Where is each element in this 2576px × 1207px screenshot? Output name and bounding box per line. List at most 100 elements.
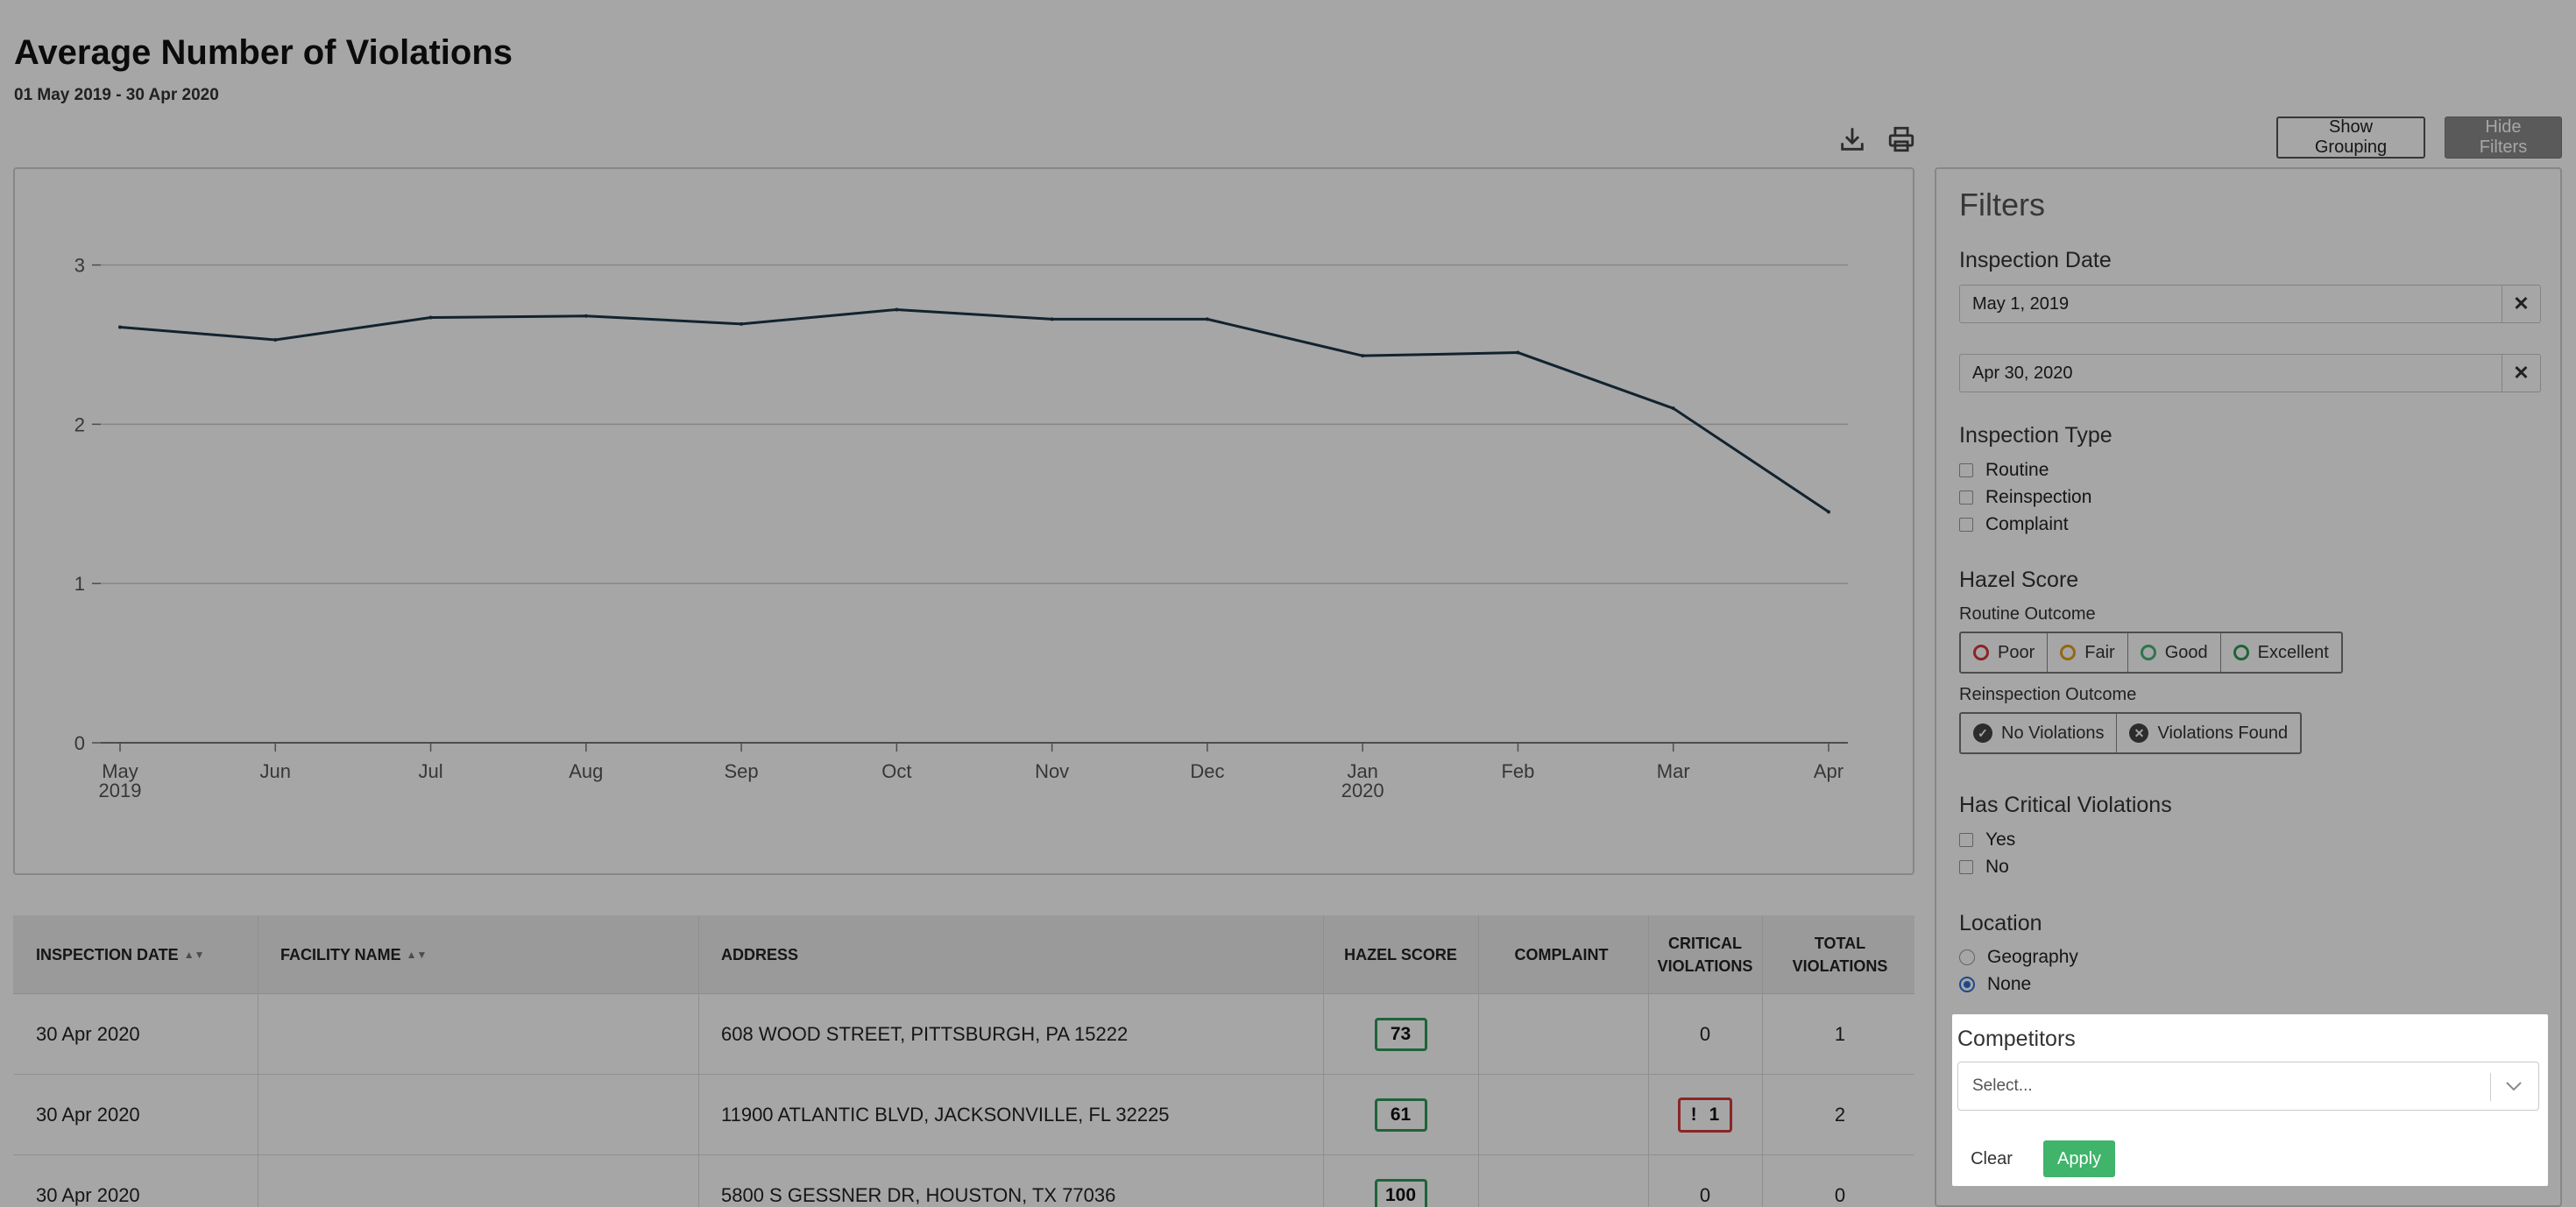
location-label: Location bbox=[1959, 911, 2042, 935]
cell-address: 608 WOOD STREET, PITTSBURGH, PA 15222 bbox=[721, 1023, 1129, 1045]
hazel-score-badge: 61 bbox=[1374, 1098, 1427, 1132]
x-tick-label: Dec bbox=[1190, 760, 1224, 782]
cell-hazel-score: 73 bbox=[1323, 994, 1478, 1075]
checkbox-reinspection[interactable]: Reinspection bbox=[1959, 487, 2091, 508]
competitors-placeholder: Select... bbox=[1972, 1076, 2033, 1095]
x-tick-label: Jan bbox=[1347, 760, 1377, 782]
hazel-score-badge: 73 bbox=[1374, 1018, 1427, 1051]
x-tick-label: Oct bbox=[881, 760, 911, 782]
routine-excellent-option[interactable]: Excellent bbox=[2221, 633, 2341, 672]
cell-address: 11900 ATLANTIC BLVD, JACKSONVILLE, FL 32… bbox=[721, 1104, 1170, 1126]
table-row[interactable]: 30 Apr 2020 11900 ATLANTIC BLVD, JACKSONV… bbox=[13, 1075, 1914, 1155]
download-icon[interactable] bbox=[1837, 124, 1867, 154]
select-divider bbox=[2490, 1073, 2491, 1101]
data-point bbox=[1516, 350, 1520, 355]
page-title: Average Number of Violations bbox=[14, 33, 513, 72]
col-facility-name[interactable]: FACILITY NAME ▲▼ bbox=[280, 945, 428, 963]
data-point bbox=[1205, 317, 1209, 321]
routine-good-option[interactable]: Good bbox=[2128, 633, 2221, 672]
x-tick-label: Nov bbox=[1035, 760, 1069, 782]
radio-geography[interactable]: Geography bbox=[1959, 947, 2078, 968]
data-point bbox=[740, 321, 744, 326]
hide-filters-button[interactable]: Hide Filters bbox=[2445, 116, 2562, 159]
x-tick-year-label: 2019 bbox=[99, 780, 142, 801]
routine-fair-option[interactable]: Fair bbox=[2048, 633, 2128, 672]
cell-critical: ! 1 bbox=[1648, 1075, 1762, 1155]
y-tick-label: 1 bbox=[74, 573, 85, 595]
x-tick-label: Aug bbox=[569, 760, 603, 782]
cell-date: 30 Apr 2020 bbox=[36, 1023, 140, 1045]
alert-icon: ! bbox=[1690, 1105, 1697, 1125]
data-point bbox=[118, 325, 122, 329]
no-violations-option[interactable]: ✓ No Violations bbox=[1961, 714, 2118, 752]
x-tick-label: Mar bbox=[1657, 760, 1690, 782]
y-tick-label: 3 bbox=[74, 255, 85, 277]
col-critical-violations: CRITICAL VIOLATIONS bbox=[1657, 935, 1753, 975]
cell-total: 2 bbox=[1834, 1104, 1846, 1126]
cell-hazel-score: 100 bbox=[1323, 1155, 1478, 1207]
cell-date: 30 Apr 2020 bbox=[36, 1104, 140, 1126]
col-hazel-score: HAZEL SCORE bbox=[1344, 946, 1457, 963]
data-point bbox=[895, 307, 899, 312]
inspection-type-label: Inspection Type bbox=[1959, 423, 2112, 448]
clear-button[interactable]: Clear bbox=[1957, 1140, 2026, 1177]
data-point bbox=[1050, 317, 1054, 321]
print-icon[interactable] bbox=[1886, 124, 1916, 154]
circle-icon bbox=[2140, 645, 2156, 660]
clear-end-date-icon[interactable]: ✕ bbox=[2502, 355, 2540, 392]
check-circle-icon: ✓ bbox=[1973, 723, 1992, 743]
x-tick-label: Sep bbox=[725, 760, 759, 782]
data-point bbox=[428, 315, 433, 320]
checkbox-critical-yes[interactable]: Yes bbox=[1959, 829, 2015, 851]
start-date-input[interactable]: May 1, 2019 ✕ bbox=[1959, 285, 2541, 323]
date-range: 01 May 2019 - 30 Apr 2020 bbox=[14, 86, 219, 104]
column-divider bbox=[1323, 915, 1324, 1207]
table-row[interactable]: 30 Apr 2020 608 WOOD STREET, PITTSBURGH, … bbox=[13, 994, 1914, 1075]
cell-hazel-score: 61 bbox=[1323, 1075, 1478, 1155]
reinspection-outcome-group: ✓ No Violations ✕ Violations Found bbox=[1959, 712, 2303, 754]
col-complaint: COMPLAINT bbox=[1514, 946, 1609, 963]
data-point bbox=[1671, 406, 1675, 411]
clear-start-date-icon[interactable]: ✕ bbox=[2502, 286, 2540, 322]
checkbox-complaint[interactable]: Complaint bbox=[1959, 514, 2069, 535]
sort-icon[interactable]: ▲▼ bbox=[406, 949, 428, 961]
routine-outcome-label: Routine Outcome bbox=[1959, 604, 2096, 624]
show-grouping-button[interactable]: Show Grouping bbox=[2276, 116, 2425, 159]
hazel-score-label: Hazel Score bbox=[1959, 568, 2079, 592]
violations-found-option[interactable]: ✕ Violations Found bbox=[2117, 714, 2300, 752]
routine-outcome-group: Poor Fair Good Excellent bbox=[1959, 632, 2343, 674]
radio-none[interactable]: None bbox=[1959, 974, 2031, 995]
col-address: ADDRESS bbox=[721, 945, 799, 963]
competitors-label: Competitors bbox=[1957, 1027, 2076, 1051]
column-divider bbox=[1762, 915, 1763, 1207]
checkbox-critical-no[interactable]: No bbox=[1959, 857, 2009, 878]
end-date-input[interactable]: Apr 30, 2020 ✕ bbox=[1959, 354, 2541, 392]
series-line bbox=[119, 307, 1829, 513]
reinspection-outcome-label: Reinspection Outcome bbox=[1959, 685, 2137, 704]
table-row[interactable]: 30 Apr 2020 5800 S GESSNER DR, HOUSTON, T… bbox=[13, 1155, 1914, 1207]
data-point bbox=[584, 314, 588, 318]
filters-title: Filters bbox=[1959, 187, 2045, 222]
circle-icon bbox=[2233, 645, 2249, 660]
y-tick-label: 2 bbox=[74, 413, 85, 435]
column-divider bbox=[698, 915, 699, 1207]
x-circle-icon: ✕ bbox=[2129, 723, 2149, 743]
x-tick-label: Jun bbox=[260, 760, 291, 782]
apply-button[interactable]: Apply bbox=[2043, 1140, 2115, 1177]
x-tick-label: Jul bbox=[418, 760, 442, 782]
data-point bbox=[1361, 354, 1365, 358]
col-inspection-date[interactable]: INSPECTION DATE ▲▼ bbox=[36, 945, 205, 963]
checkbox-routine[interactable]: Routine bbox=[1959, 460, 2049, 481]
data-point bbox=[1827, 510, 1830, 514]
cell-critical: 0 bbox=[1699, 1023, 1711, 1045]
competitors-filter-card: Competitors Select... Clear Apply bbox=[1952, 1014, 2548, 1186]
routine-poor-option[interactable]: Poor bbox=[1961, 633, 2049, 672]
critical-badge: ! 1 bbox=[1678, 1098, 1732, 1133]
x-tick-year-label: 2020 bbox=[1341, 780, 1384, 801]
competitors-select[interactable]: Select... bbox=[1957, 1062, 2539, 1111]
chevron-down-icon[interactable] bbox=[2502, 1062, 2526, 1110]
x-tick-label: Feb bbox=[1501, 760, 1534, 782]
sort-icon[interactable]: ▲▼ bbox=[183, 949, 205, 961]
